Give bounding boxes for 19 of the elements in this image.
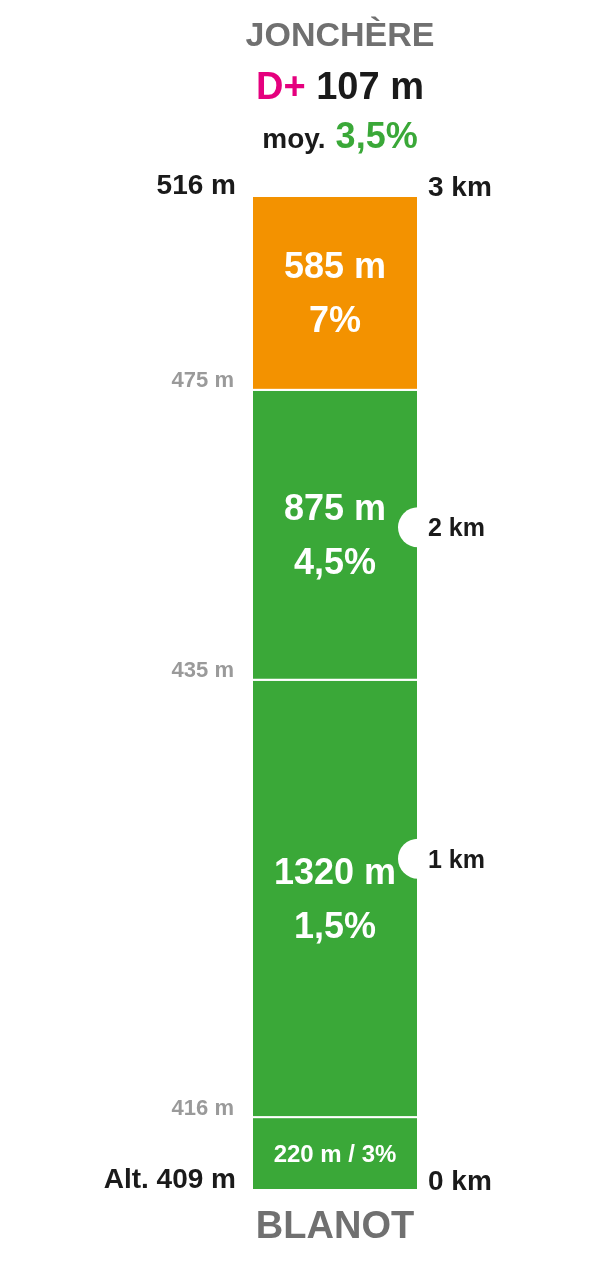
text: 516 m bbox=[156, 168, 236, 200]
annotation: 585 m 7% bbox=[283, 245, 387, 341]
y-tick-label: 2 km bbox=[428, 513, 485, 542]
chart-title: JONCHÈRE bbox=[245, 15, 435, 53]
annotation: 220 m / 3% bbox=[273, 1140, 397, 1168]
text: 475 m bbox=[171, 367, 234, 393]
text: Alt. 409 m bbox=[103, 1162, 236, 1194]
text: 435 m bbox=[171, 657, 234, 683]
text: 107 m bbox=[305, 65, 424, 107]
annotation: 875 m 4,5% bbox=[283, 487, 387, 583]
x-tick-label: BLANOT bbox=[255, 1204, 415, 1246]
annotation: 1320 m 1,5% bbox=[273, 850, 397, 946]
text: 3,5% bbox=[325, 115, 418, 156]
y-tick-label: 1 km bbox=[428, 844, 485, 873]
y-tick-label: 0 km bbox=[428, 1164, 492, 1196]
text: moy. bbox=[262, 123, 326, 154]
y-tick-label: 3 km bbox=[428, 170, 492, 202]
text: D+ bbox=[256, 65, 306, 107]
text: 416 m bbox=[171, 1094, 234, 1120]
